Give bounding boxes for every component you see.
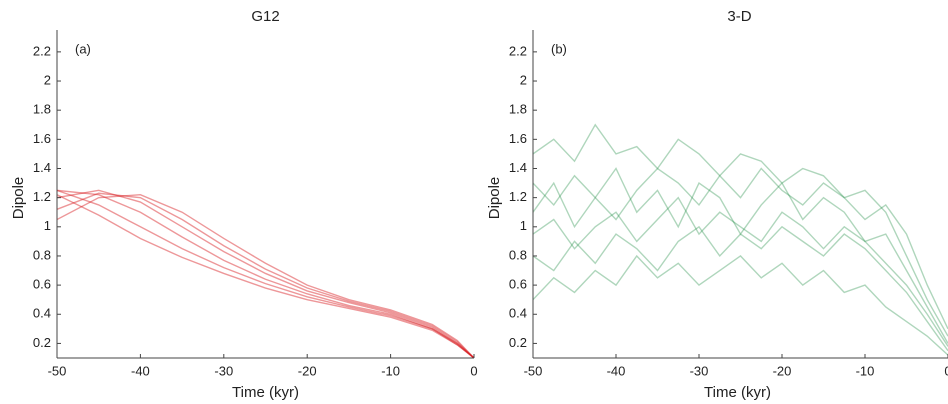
y-tick-label: 0.2 — [33, 335, 51, 350]
y-tick-label: 1.8 — [33, 102, 51, 117]
x-tick-label: -30 — [690, 363, 709, 378]
plot-area — [533, 123, 948, 356]
panel: 0.2 0.4 0.6 0.8 1 1.2 1.4 1.6 1.8 2 2.2 -50 -40 -30 -2… — [10, 8, 478, 401]
ensemble-curve — [57, 194, 474, 358]
panel-title: 3-D — [727, 8, 751, 25]
y-tick-label: 0.4 — [509, 306, 527, 321]
y-tick-label: 0.8 — [509, 247, 527, 262]
ensemble-curve — [57, 189, 474, 358]
ensemble-curve — [57, 189, 474, 358]
y-axis-label: Dipole — [10, 177, 27, 220]
ensemble-curve — [533, 225, 948, 352]
x-tick-label: -50 — [48, 363, 67, 378]
y-tick-label: 1.6 — [509, 131, 527, 146]
x-axis-label: Time (kyr) — [704, 384, 771, 401]
x-tick-label: 0 — [944, 363, 948, 378]
y-tick-label: 1 — [520, 218, 527, 233]
ensemble-curve — [533, 167, 948, 330]
ensemble-curve — [533, 123, 948, 337]
ensemble-curve — [533, 254, 948, 356]
y-tick-label: 0.6 — [509, 277, 527, 292]
x-tick-label: -20 — [773, 363, 792, 378]
x-tick-label: -20 — [298, 363, 317, 378]
y-tick-label: 1.4 — [33, 160, 51, 175]
y-tick-label: 1.8 — [509, 102, 527, 117]
ensemble-curve — [57, 192, 474, 358]
y-tick-label: 0.2 — [509, 335, 527, 350]
y-tick-label: 2 — [520, 72, 527, 87]
y-tick-label: 1.4 — [509, 160, 527, 175]
y-tick-label: 1 — [44, 218, 51, 233]
ensemble-curve — [57, 189, 474, 358]
x-tick-label: -40 — [131, 363, 150, 378]
x-tick-label: -10 — [856, 363, 875, 378]
x-tick-label: -30 — [214, 363, 233, 378]
x-tick-label: -50 — [524, 363, 543, 378]
y-tick-label: 2.2 — [509, 43, 527, 58]
y-tick-label: 2 — [44, 72, 51, 87]
x-axis-label: Time (kyr) — [232, 384, 299, 401]
panel: 0.2 0.4 0.6 0.8 1 1.2 1.4 1.6 1.8 2 2.2 -50 -40 -30 -2… — [486, 8, 948, 401]
x-tick-label: 0 — [470, 363, 477, 378]
y-axis-label: Dipole — [486, 177, 503, 220]
ensemble-curve — [533, 167, 948, 344]
x-tick-label: -40 — [607, 363, 626, 378]
x-tick-label: -10 — [381, 363, 400, 378]
panel-label: (b) — [551, 41, 567, 56]
panel-label: (a) — [75, 41, 91, 56]
y-tick-label: 1.2 — [509, 189, 527, 204]
y-tick-label: 2.2 — [33, 43, 51, 58]
y-tick-label: 0.8 — [33, 247, 51, 262]
ensemble-curve — [533, 196, 948, 347]
y-tick-label: 1.6 — [33, 131, 51, 146]
panel-title: G12 — [251, 8, 279, 25]
y-tick-label: 0.4 — [33, 306, 51, 321]
plot-area — [57, 189, 474, 358]
y-tick-label: 0.6 — [33, 277, 51, 292]
ensemble-curve — [57, 194, 474, 358]
y-tick-label: 1.2 — [33, 189, 51, 204]
